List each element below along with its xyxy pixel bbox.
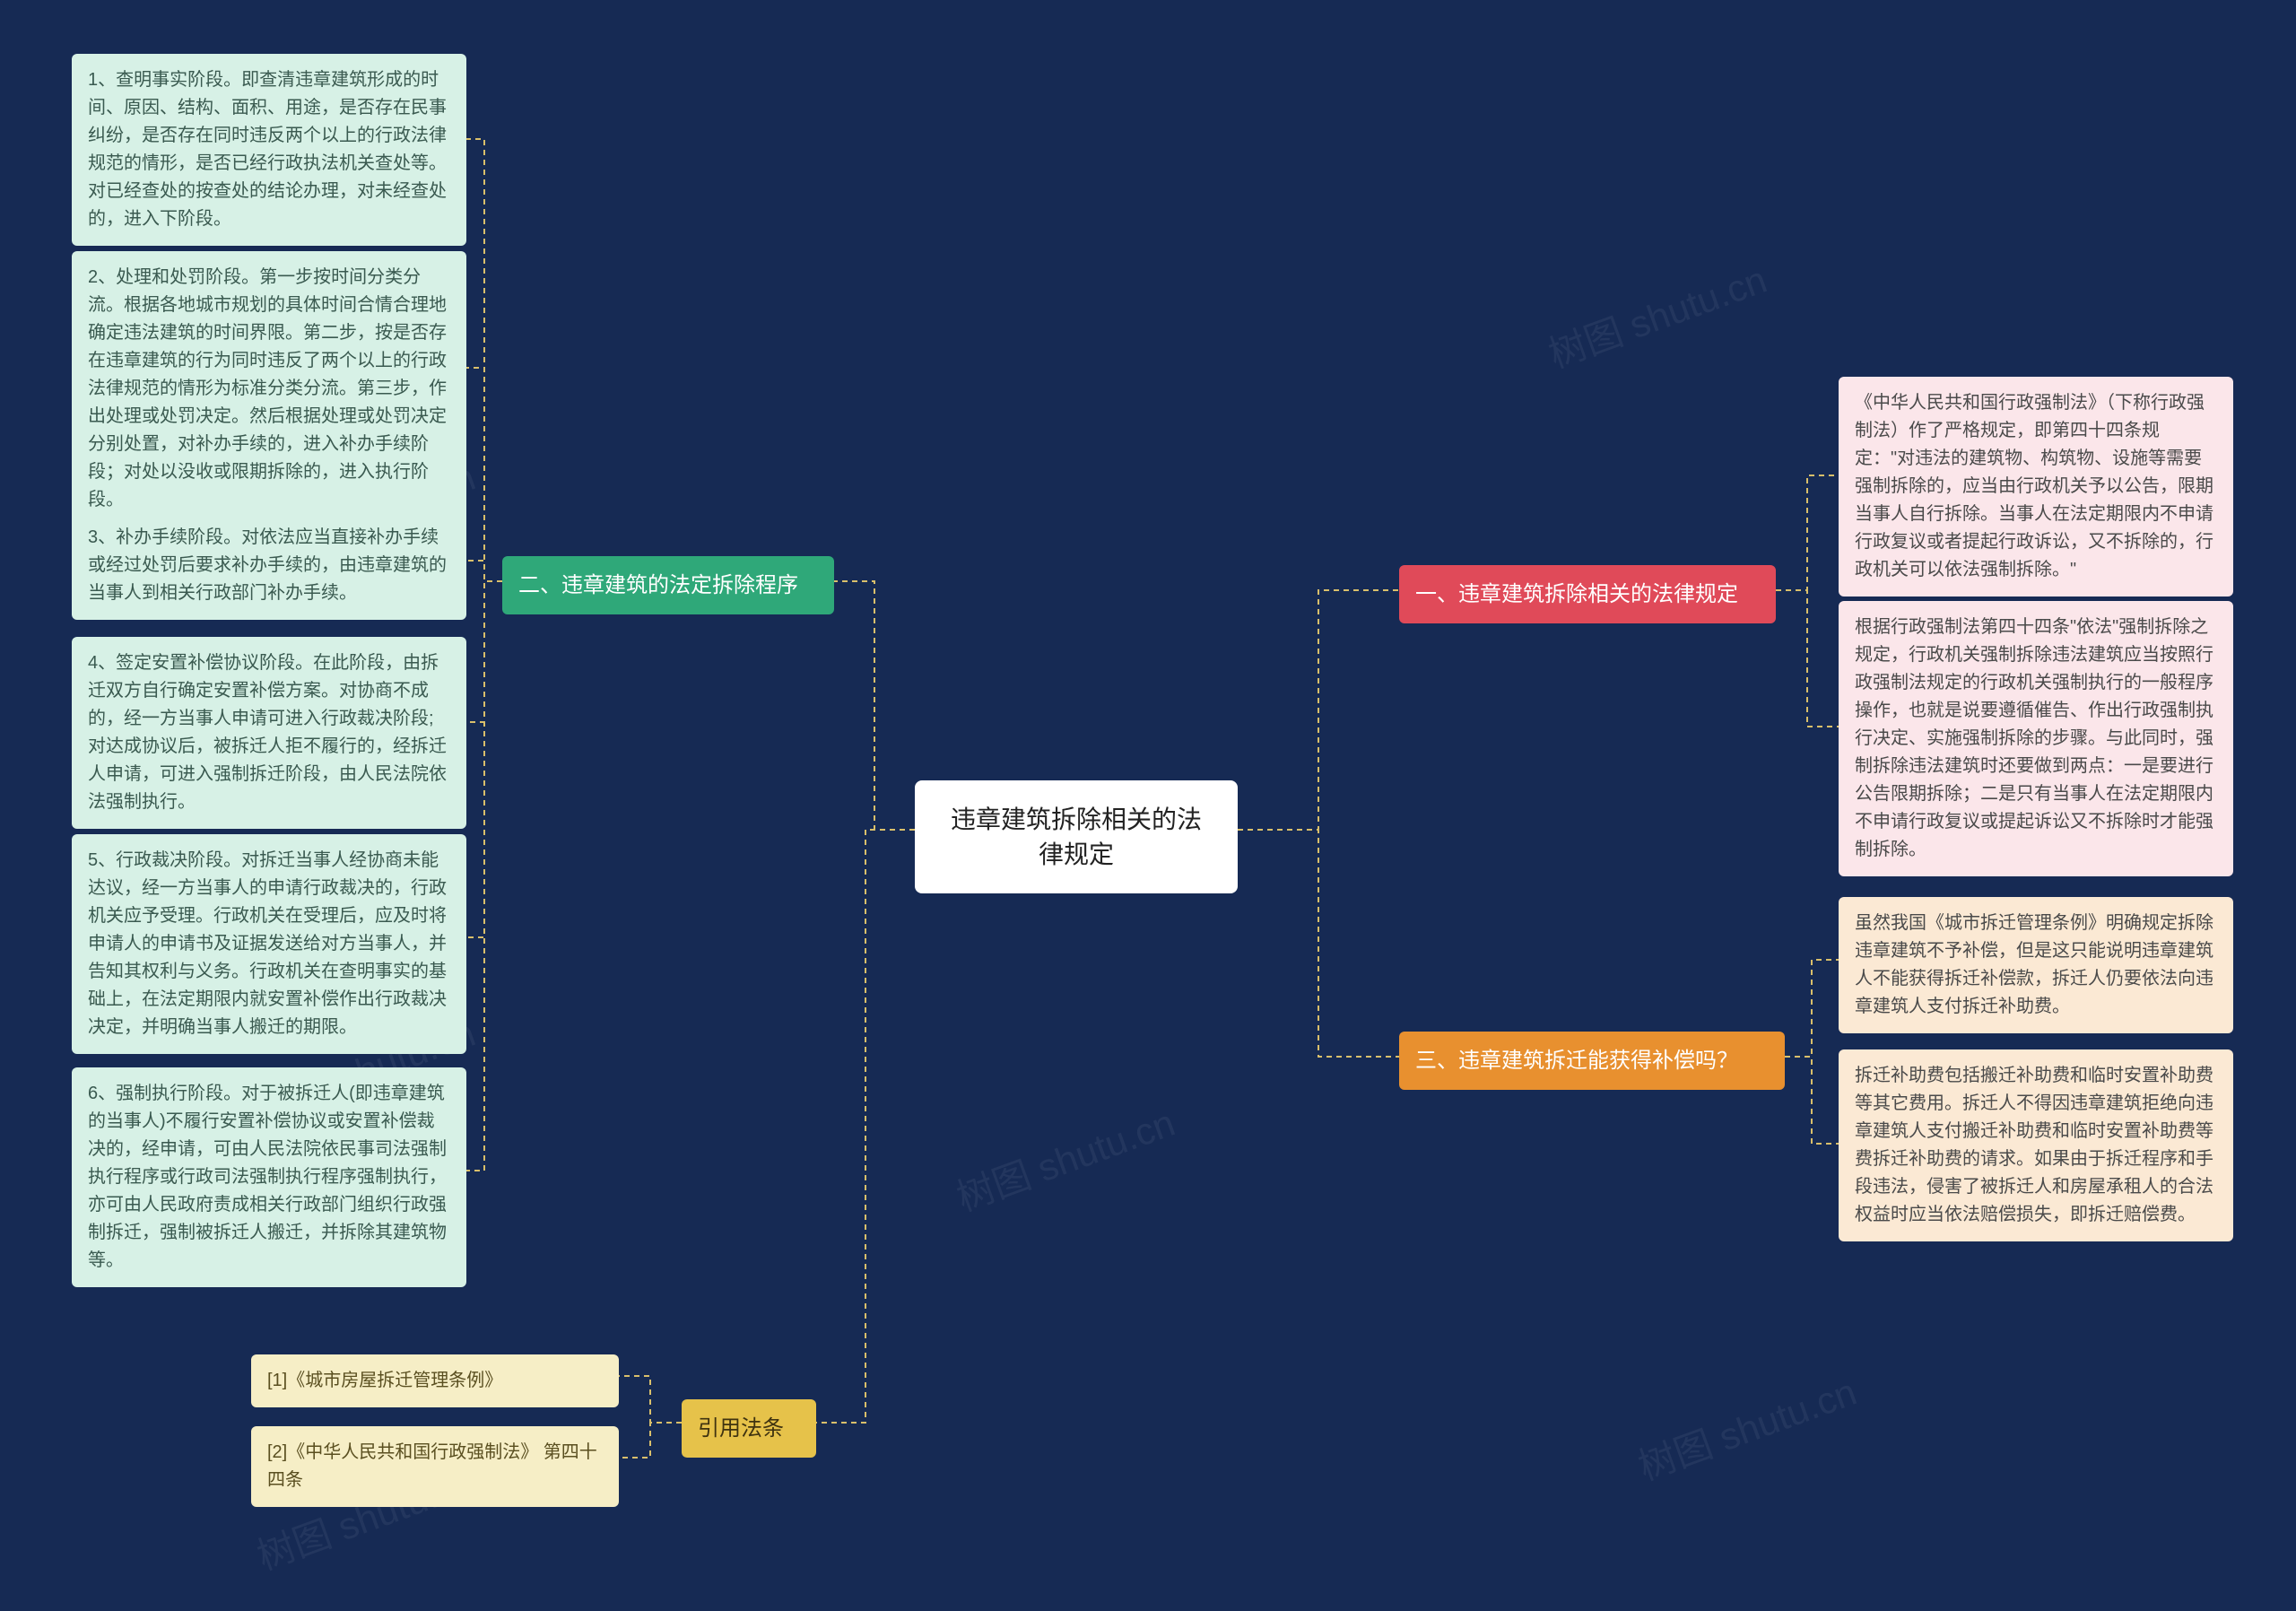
watermark: 树图 shutu.cn — [948, 1093, 1181, 1222]
branch-b2: 二、违章建筑的法定拆除程序 — [502, 556, 834, 614]
leaf-b2-0: 1、查明事实阶段。即查清违章建筑形成的时间、原因、结构、面积、用途，是否存在民事… — [72, 54, 466, 246]
leaf-b1-0: 《中华人民共和国行政强制法》（下称行政强制法）作了严格规定，即第四十四条规定："… — [1839, 377, 2233, 597]
leaf-b1-1: 根据行政强制法第四十四条"依法"强制拆除之规定，行政机关强制拆除违法建筑应当按照… — [1839, 601, 2233, 876]
leaf-b2-5: 6、强制执行阶段。对于被拆迁人(即违章建筑的当事人)不履行安置补偿协议或安置补偿… — [72, 1067, 466, 1287]
leaf-b4-1: [2]《中华人民共和国行政强制法》 第四十四条 — [251, 1426, 619, 1507]
leaf-b3-0: 虽然我国《城市拆迁管理条例》明确规定拆除违章建筑不予补偿，但是这只能说明违章建筑… — [1839, 897, 2233, 1033]
root-node: 违章建筑拆除相关的法律规定 — [915, 780, 1238, 893]
leaf-b4-0: [1]《城市房屋拆迁管理条例》 — [251, 1354, 619, 1407]
leaf-b2-1: 2、处理和处罚阶段。第一步按时间分类分流。根据各地城市规划的具体时间合情合理地确… — [72, 251, 466, 527]
leaf-b2-3: 4、签定安置补偿协议阶段。在此阶段，由拆迁双方自行确定安置补偿方案。对协商不成的… — [72, 637, 466, 829]
watermark: 树图 shutu.cn — [1540, 249, 1773, 379]
leaf-b3-1: 拆迁补助费包括搬迁补助费和临时安置补助费等其它费用。拆迁人不得因违章建筑拒绝向违… — [1839, 1049, 2233, 1241]
watermark: 树图 shutu.cn — [1630, 1362, 1863, 1491]
branch-b3: 三、违章建筑拆迁能获得补偿吗？ — [1399, 1032, 1785, 1090]
leaf-b2-2: 3、补办手续阶段。对依法应当直接补办手续或经过处罚后要求补办手续的，由违章建筑的… — [72, 511, 466, 620]
branch-b4: 引用法条 — [682, 1399, 816, 1458]
branch-b1: 一、违章建筑拆除相关的法律规定 — [1399, 565, 1776, 623]
leaf-b2-4: 5、行政裁决阶段。对拆迁当事人经协商未能达议，经一方当事人的申请行政裁决的，行政… — [72, 834, 466, 1054]
